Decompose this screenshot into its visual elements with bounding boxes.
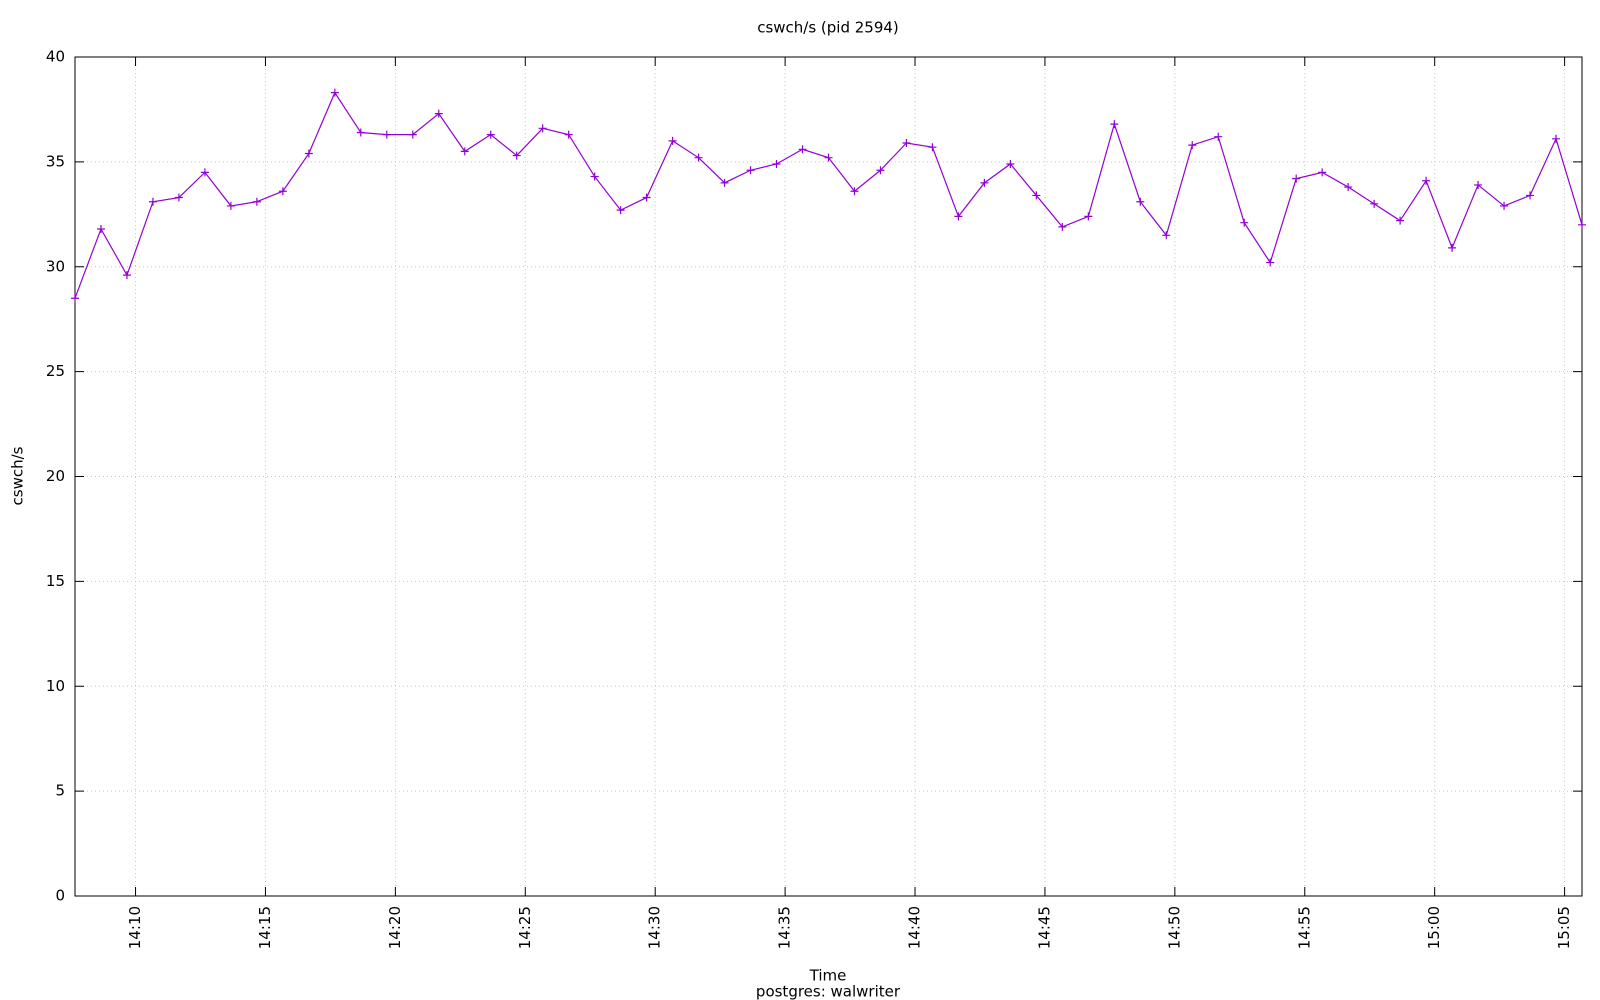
- data-point: [1474, 180, 1483, 189]
- data-point: [278, 187, 287, 196]
- data-point: [1370, 199, 1379, 208]
- data-point: [226, 201, 235, 210]
- y-tick-label: 15: [46, 572, 65, 590]
- data-point: [330, 88, 339, 97]
- data-point: [694, 153, 703, 162]
- data-point: [1084, 212, 1093, 221]
- data-point: [486, 130, 495, 139]
- x-axis-label: Time: [809, 967, 847, 985]
- plot-frame: [74, 56, 1583, 897]
- x-tick-label: 14:10: [126, 906, 144, 949]
- data-point: [1110, 120, 1119, 129]
- data-point: [1006, 159, 1015, 168]
- y-tick-label: 30: [46, 257, 65, 275]
- x-tick-label: 14:15: [256, 906, 274, 949]
- y-tick-label: 35: [46, 152, 65, 170]
- x-tick-label: 14:45: [1035, 906, 1053, 949]
- x-tick-label: 14:40: [906, 906, 924, 949]
- data-point: [356, 128, 365, 137]
- data-point: [1396, 216, 1405, 225]
- data-point: [1344, 183, 1353, 192]
- y-tick-label: 20: [46, 467, 65, 485]
- data-point: [1448, 243, 1457, 252]
- chart-subtitle: postgres: walwriter: [756, 983, 901, 1000]
- data-point: [1500, 201, 1509, 210]
- data-point: [1136, 197, 1145, 206]
- data-point: [902, 138, 911, 147]
- data-point: [460, 147, 469, 156]
- data-point: [1266, 258, 1275, 267]
- x-tick-label: 15:00: [1425, 906, 1443, 949]
- data-point: [1526, 191, 1535, 200]
- data-point: [980, 178, 989, 187]
- data-point: [538, 124, 547, 133]
- data-point: [928, 143, 937, 152]
- data-point: [408, 130, 417, 139]
- data-point: [876, 166, 885, 175]
- data-point: [1188, 141, 1197, 150]
- data-point: [382, 130, 391, 139]
- data-point: [148, 197, 157, 206]
- data-point: [512, 151, 521, 160]
- data-point: [1318, 168, 1327, 177]
- data-point: [200, 168, 209, 177]
- y-tick-label: 40: [46, 48, 65, 66]
- data-point: [772, 159, 781, 168]
- data-point: [71, 294, 79, 303]
- x-tick-label: 14:25: [516, 906, 534, 949]
- data-point: [1058, 222, 1067, 231]
- data-point: [1214, 132, 1223, 141]
- data-point: [1422, 176, 1431, 185]
- x-tick-label: 14:55: [1295, 906, 1313, 949]
- data-point: [1552, 134, 1561, 143]
- data-point: [564, 130, 573, 139]
- x-tick-label: 15:05: [1555, 906, 1573, 949]
- data-point: [642, 193, 651, 202]
- data-point: [96, 224, 105, 233]
- data-point: [798, 145, 807, 154]
- data-point: [1292, 174, 1301, 183]
- y-tick-label: 10: [46, 677, 65, 695]
- data-point: [1578, 220, 1586, 229]
- data-point: [1032, 191, 1041, 200]
- x-tick-label: 14:35: [776, 906, 794, 949]
- data-point: [668, 136, 677, 145]
- data-point: [1162, 231, 1171, 240]
- y-tick-label: 25: [46, 362, 65, 380]
- data-point: [720, 178, 729, 187]
- data-point: [1240, 218, 1249, 227]
- data-point: [590, 172, 599, 181]
- data-point: [122, 271, 131, 280]
- x-tick-label: 14:30: [646, 906, 664, 949]
- y-tick-label: 0: [55, 887, 65, 905]
- data-point: [304, 149, 313, 158]
- y-axis-label: cswch/s: [9, 446, 27, 505]
- x-tick-label: 14:50: [1165, 906, 1183, 949]
- chart-title: cswch/s (pid 2594): [757, 19, 899, 37]
- data-point: [252, 197, 261, 206]
- data-point: [850, 187, 859, 196]
- data-point: [174, 193, 183, 202]
- data-line: [74, 91, 1583, 299]
- data-point: [824, 153, 833, 162]
- data-point: [434, 109, 443, 118]
- x-tick-label: 14:20: [386, 906, 404, 949]
- data-point: [954, 212, 963, 221]
- y-tick-label: 5: [55, 782, 65, 800]
- data-point: [746, 166, 755, 175]
- data-point: [616, 206, 625, 215]
